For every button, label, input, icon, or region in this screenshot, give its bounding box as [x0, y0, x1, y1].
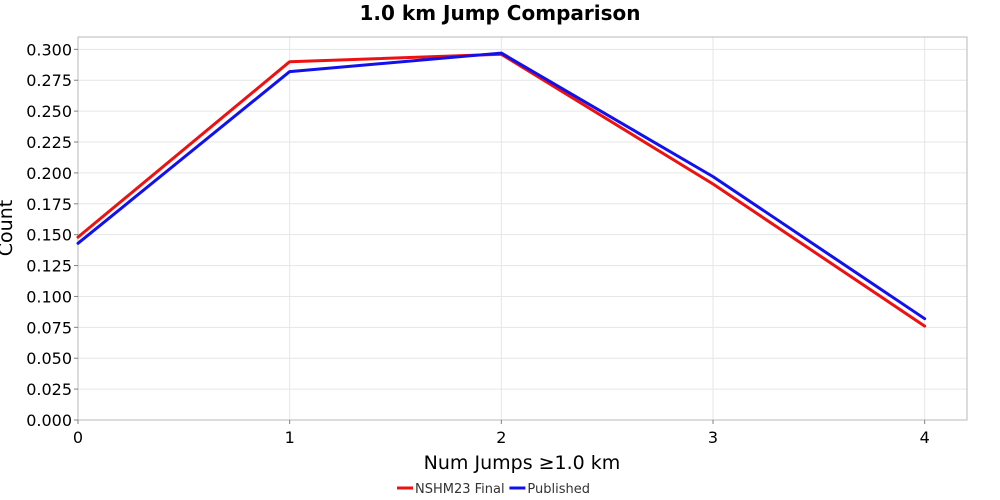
grid — [77, 37, 967, 421]
y-tick-label: 0.200 — [26, 164, 72, 183]
y-axis: 0.000 0.025 0.050 0.075 0.100 0.125 0.150 0.175… — [26, 40, 78, 430]
y-tick-label: 0.125 — [26, 257, 72, 276]
y-tick-label: 0.025 — [26, 380, 72, 399]
legend: NSHM23 Final Published — [397, 482, 590, 497]
y-axis-label: Count — [0, 200, 17, 256]
y-tick-label: 0.000 — [26, 411, 72, 430]
x-axis-label: Num Jumps ≥1.0 km — [424, 452, 621, 474]
series-lines — [76, 51, 927, 328]
plot-area — [77, 36, 968, 421]
chart-title: 1.0 km Jump Comparison — [360, 1, 641, 25]
x-axis: 0 1 2 3 4 — [73, 420, 930, 447]
legend-label: Published — [527, 482, 590, 497]
x-tick-label: 0 — [73, 428, 83, 447]
legend-label: NSHM23 Final — [415, 482, 505, 497]
x-tick-label: 4 — [920, 428, 930, 447]
series-line-published — [76, 51, 927, 321]
y-tick-label: 0.225 — [26, 133, 72, 152]
y-tick-label: 0.050 — [26, 349, 72, 368]
x-tick-label: 2 — [496, 428, 506, 447]
y-tick-label: 0.150 — [26, 226, 72, 245]
y-tick-label: 0.100 — [26, 287, 72, 306]
y-tick-label: 0.250 — [26, 102, 72, 121]
x-tick-label: 1 — [285, 428, 295, 447]
y-tick-label: 0.075 — [26, 318, 72, 337]
x-tick-label: 3 — [708, 428, 718, 447]
y-tick-label: 0.300 — [26, 40, 72, 59]
y-tick-label: 0.175 — [26, 195, 72, 214]
y-tick-label: 0.275 — [26, 71, 72, 90]
